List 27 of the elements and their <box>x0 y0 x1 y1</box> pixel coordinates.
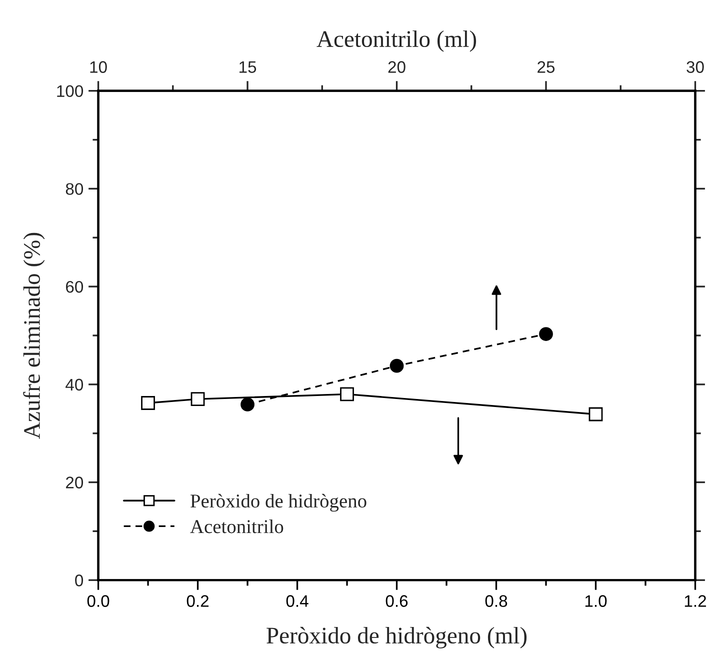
x2-tick-label: 30 <box>686 61 704 73</box>
x-tick-label: 1.0 <box>585 595 607 607</box>
y-tick-label: 0 <box>75 574 84 586</box>
x2-tick-label: 25 <box>538 61 555 73</box>
y-tick-label: 100 <box>57 85 84 98</box>
y-tick-label: 80 <box>66 183 84 195</box>
y-tick-label: 60 <box>66 280 84 293</box>
x-tick-label: 0.4 <box>286 595 308 607</box>
point <box>340 387 354 402</box>
point <box>141 396 155 410</box>
x-tick-label: 0.8 <box>485 595 508 607</box>
x-tick-label: 0.0 <box>87 595 110 607</box>
y-tick-label: 20 <box>66 476 84 488</box>
y-axis-title: Azufre eliminado (%) <box>23 232 45 439</box>
legend-label: Acetonitrilo <box>190 520 284 534</box>
point <box>588 407 603 422</box>
x-tick-label: 0.6 <box>386 595 408 607</box>
point <box>190 392 205 406</box>
x2-tick-label: 10 <box>90 61 107 73</box>
x-tick-label: 1.2 <box>684 595 706 607</box>
x-tick-label: 0.2 <box>186 595 209 607</box>
y-tick-label: 40 <box>66 378 84 391</box>
x2-axis-title: Acetonitrilo (ml) <box>316 30 476 52</box>
x2-tick-label: 20 <box>388 61 406 73</box>
x-axis-title: Peròxido de hidrògeno (ml) <box>266 626 527 648</box>
legend-label: Peròxido de hidrògeno <box>190 494 366 512</box>
x2-tick-label: 15 <box>240 61 256 73</box>
